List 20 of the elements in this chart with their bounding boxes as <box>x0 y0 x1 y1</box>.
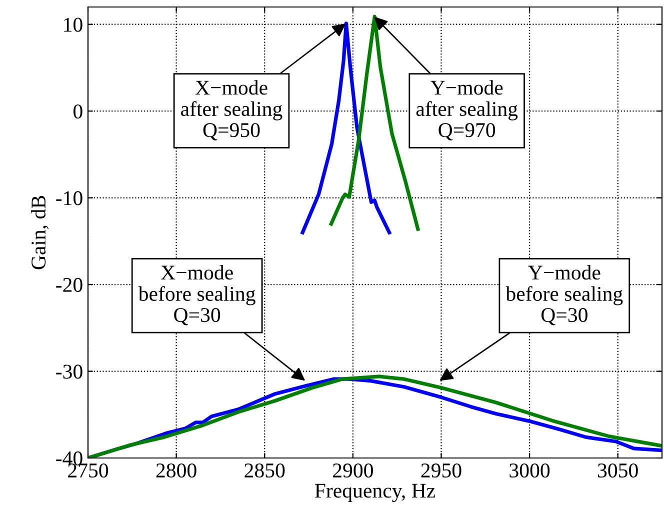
line-series <box>300 22 392 234</box>
x-tick-label: 2850 <box>244 463 285 478</box>
x-tick-label: 3050 <box>598 463 638 478</box>
y-tick-label: -30 <box>56 364 82 379</box>
y-tick-label: 10 <box>64 18 82 32</box>
annotation: X−mode before sealing Q=30 <box>138 264 256 326</box>
annotation: Y−mode after sealing Q=970 <box>416 80 518 140</box>
x-tick-label: 2950 <box>421 463 462 478</box>
annotation: X−mode after sealing Q=950 <box>181 80 282 140</box>
x-tick-label: 2800 <box>156 463 196 478</box>
annotation: Y−mode before sealing Q=30 <box>506 264 623 326</box>
x-axis-title: Frequency, Hz <box>314 484 436 502</box>
y-axis-title: Gain, dB <box>30 196 49 270</box>
x-tick-label: 2750 <box>68 463 108 478</box>
y-tick-label: -20 <box>56 278 82 292</box>
y-tick-label: -10 <box>56 191 82 206</box>
y-tick-label: -40 <box>56 451 82 466</box>
x-tick-label: 3000 <box>510 463 550 478</box>
x-tick-label: 2900 <box>333 463 373 478</box>
y-tick-label: 0 <box>74 104 82 119</box>
